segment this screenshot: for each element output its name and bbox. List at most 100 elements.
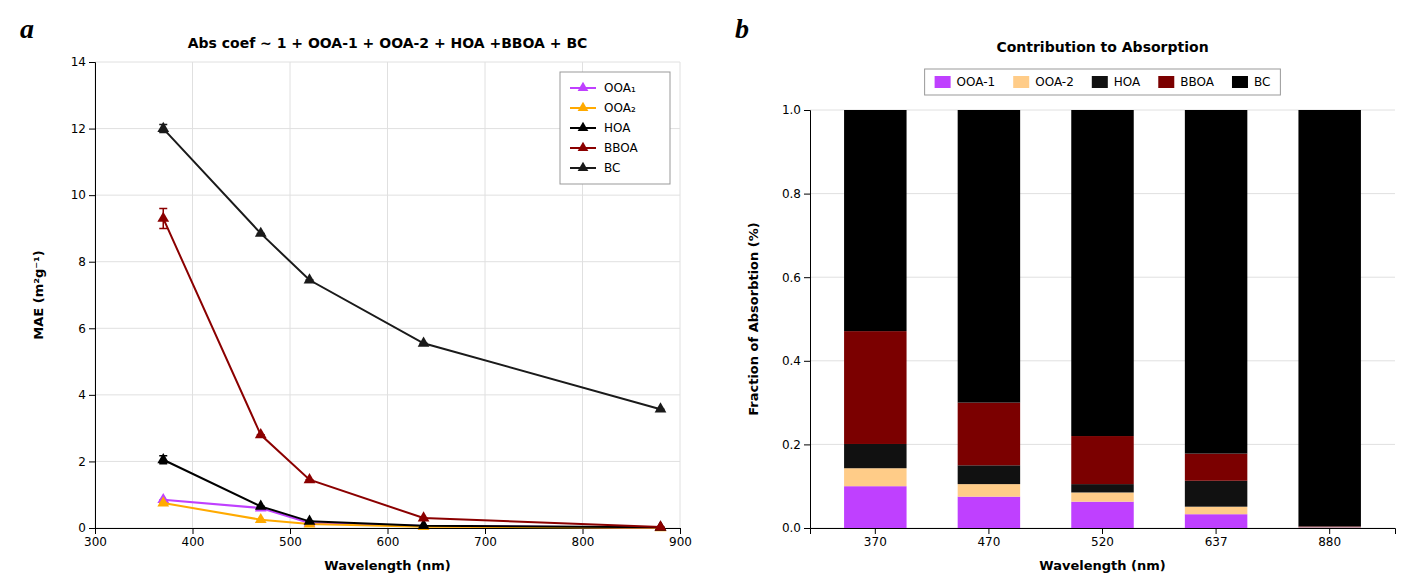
tick-label: 0.8 bbox=[782, 187, 801, 201]
bar bbox=[844, 331, 906, 444]
legend-marker bbox=[578, 142, 589, 151]
marker bbox=[157, 496, 169, 506]
tick: 14 bbox=[71, 55, 95, 69]
tick: 0.6 bbox=[782, 271, 810, 285]
marker bbox=[255, 227, 267, 237]
tick-mark bbox=[89, 461, 95, 462]
marker bbox=[157, 122, 169, 132]
grid-line bbox=[387, 62, 388, 528]
tick: 6 bbox=[78, 322, 95, 336]
tick-mark bbox=[804, 277, 810, 278]
legend-marker bbox=[578, 122, 589, 131]
tick-mark bbox=[89, 395, 95, 396]
legend-label: OOA-1 bbox=[957, 75, 996, 89]
tick-label: 2 bbox=[78, 455, 86, 469]
bar bbox=[844, 444, 906, 468]
bar bbox=[958, 497, 1020, 528]
x-axis: 370470520637880 bbox=[811, 528, 1396, 549]
legend-item: OOA₁ bbox=[570, 81, 636, 95]
line bbox=[163, 129, 660, 410]
tick: 0.8 bbox=[782, 187, 810, 201]
tick-label: 800 bbox=[572, 535, 595, 549]
bar bbox=[1298, 110, 1360, 526]
tick-mark bbox=[89, 195, 95, 196]
bar bbox=[1071, 110, 1133, 436]
grid-line bbox=[95, 461, 680, 462]
legend-swatch bbox=[1158, 76, 1174, 88]
marker bbox=[418, 511, 430, 521]
tick-label: 0.2 bbox=[782, 438, 801, 452]
tick-label: 12 bbox=[71, 122, 86, 136]
tick-label: 300 bbox=[84, 535, 107, 549]
grid-line bbox=[95, 62, 680, 63]
bar bbox=[1298, 527, 1360, 528]
bar bbox=[1185, 454, 1247, 481]
legend-swatch bbox=[1013, 76, 1029, 88]
legend-item: BBOA bbox=[570, 141, 638, 155]
legend-item: HOA bbox=[570, 121, 631, 135]
marker bbox=[255, 428, 267, 438]
legend-item: HOA bbox=[1092, 75, 1141, 89]
tick: 600 bbox=[377, 528, 400, 549]
axis-line bbox=[89, 63, 96, 529]
tick-mark bbox=[89, 262, 95, 263]
marker bbox=[255, 513, 267, 523]
tick-mark bbox=[193, 528, 194, 534]
grid-line bbox=[680, 62, 681, 528]
y-axis-title: Fraction of Absorbtion (%) bbox=[746, 222, 761, 415]
tick: 700 bbox=[474, 528, 497, 549]
tick-label: 637 bbox=[1205, 535, 1228, 549]
tick: 12 bbox=[71, 122, 95, 136]
marker bbox=[304, 273, 316, 283]
legend: OOA-1OOA-2HOABBOABC bbox=[925, 69, 1281, 95]
legend-item: OOA-2 bbox=[1013, 75, 1074, 89]
bar bbox=[1185, 110, 1247, 454]
legend-box bbox=[925, 69, 1281, 95]
series bbox=[157, 208, 666, 530]
grid-line bbox=[95, 195, 680, 196]
tick-label: 900 bbox=[669, 535, 692, 549]
marker bbox=[255, 500, 267, 510]
grid bbox=[810, 110, 1395, 528]
grid-line bbox=[95, 328, 680, 329]
tick: 0.0 bbox=[782, 521, 810, 535]
tick-mark bbox=[89, 62, 95, 63]
bar bbox=[958, 403, 1020, 466]
bar bbox=[844, 486, 906, 528]
tick-label: 520 bbox=[1091, 535, 1114, 549]
bar bbox=[1298, 527, 1360, 528]
axis-line bbox=[96, 529, 681, 535]
grid-line bbox=[95, 394, 680, 395]
bar bbox=[1071, 502, 1133, 528]
marker bbox=[304, 473, 316, 483]
marker bbox=[157, 453, 169, 463]
panel-label: b bbox=[735, 13, 749, 44]
tick-label: 6 bbox=[78, 322, 86, 336]
tick: 400 bbox=[182, 528, 205, 549]
tick-mark bbox=[1102, 528, 1103, 534]
series bbox=[157, 453, 666, 531]
bar bbox=[958, 465, 1020, 484]
bar bbox=[1185, 481, 1247, 507]
legend-marker bbox=[578, 162, 589, 171]
legend-swatch bbox=[1232, 76, 1248, 88]
bar bbox=[1185, 507, 1247, 515]
bar bbox=[958, 110, 1020, 403]
tick: 900 bbox=[669, 528, 692, 549]
tick-mark bbox=[680, 528, 681, 534]
tick-label: 370 bbox=[864, 535, 887, 549]
tick: 880 bbox=[1318, 528, 1341, 549]
tick-mark bbox=[875, 528, 876, 534]
legend-marker bbox=[578, 82, 589, 91]
tick-mark bbox=[988, 528, 989, 534]
marker bbox=[655, 521, 667, 531]
tick-mark bbox=[804, 110, 810, 111]
tick-label: 0.6 bbox=[782, 271, 801, 285]
series bbox=[844, 110, 1361, 526]
legend-label: OOA₂ bbox=[604, 101, 636, 115]
legend-box bbox=[560, 72, 670, 184]
tick-label: 0.4 bbox=[782, 354, 801, 368]
tick-label: 400 bbox=[182, 535, 205, 549]
tick-mark bbox=[804, 444, 810, 445]
tick-label: 600 bbox=[377, 535, 400, 549]
